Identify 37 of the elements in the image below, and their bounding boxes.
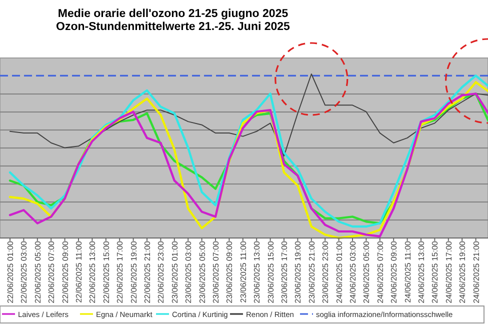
x-tick-label: 23/06/2025 05:00 xyxy=(198,240,207,304)
x-tick-label: 24/06/2025 03:00 xyxy=(348,240,358,304)
chart-subtitle: Ozon-Stundenmittelwerte 21.-25. Juni 2025 xyxy=(56,21,291,33)
chart-title: Medie orarie dell'ozono 21-25 giugno 2025 xyxy=(58,8,289,20)
x-tick-label: 22/06/2025 19:00 xyxy=(129,240,138,304)
x-tick-label: 23/06/2025 23:00 xyxy=(321,240,330,304)
x-tick-label: 22/06/2025 13:00 xyxy=(88,240,98,304)
x-tick-label: 24/06/2025 07:00 xyxy=(376,240,385,304)
x-tick-label: 22/06/2025 15:00 xyxy=(102,240,111,304)
x-tick-label: 22/06/2025 23:00 xyxy=(156,240,166,304)
x-tick-label: 24/06/2025 17:00 xyxy=(444,240,454,304)
x-tick-label: 24/06/2025 05:00 xyxy=(362,240,372,304)
x-tick-label: 23/06/2025 01:00 xyxy=(170,240,180,304)
x-tick-label: 23/06/2025 07:00 xyxy=(212,240,220,304)
x-tick-label: 24/06/2025 09:00 xyxy=(390,240,399,304)
x-tick-label: 23/06/2025 11:00 xyxy=(238,240,248,303)
x-tick-label: 24/06/2025 01:00 xyxy=(334,240,344,304)
x-tick-label: 22/06/2025 07:00 xyxy=(47,240,56,304)
x-tick-label: 22/06/2025 03:00 xyxy=(20,240,29,304)
x-tick-label: 24/06/2025 21:00 xyxy=(472,240,481,304)
x-tick-label: 22/06/2025 05:00 xyxy=(33,240,42,304)
x-tick-label: 24/06/2025 13:00 xyxy=(417,240,426,304)
x-tick-label: 22/06/2025 01:00 xyxy=(6,240,15,304)
x-tick-label: 23/06/2025 17:00 xyxy=(280,240,289,304)
x-tick-label: 24/06/2025 19:00 xyxy=(458,240,468,304)
x-tick-label: 24/06/2025 11:00 xyxy=(403,240,412,303)
x-tick-label: 23/06/2025 19:00 xyxy=(294,240,303,304)
x-tick-label: 22/06/2025 11:00 xyxy=(74,240,84,303)
x-tick-label: 22/06/2025 21:00 xyxy=(143,240,152,304)
x-tick-label: 23/06/2025 03:00 xyxy=(184,240,194,304)
x-tick-label: 23/06/2025 15:00 xyxy=(266,240,276,304)
x-tick-label: 23/06/2025 21:00 xyxy=(307,240,316,304)
x-tick-label: 23/06/2025 09:00 xyxy=(225,240,234,304)
x-tick-label: 22/06/2025 17:00 xyxy=(116,240,125,304)
x-tick-label: 22/06/2025 09:00 xyxy=(60,240,70,304)
x-tick-label: 23/06/2025 13:00 xyxy=(252,240,262,304)
x-tick-label: 24/06/2025 15:00 xyxy=(430,240,440,304)
